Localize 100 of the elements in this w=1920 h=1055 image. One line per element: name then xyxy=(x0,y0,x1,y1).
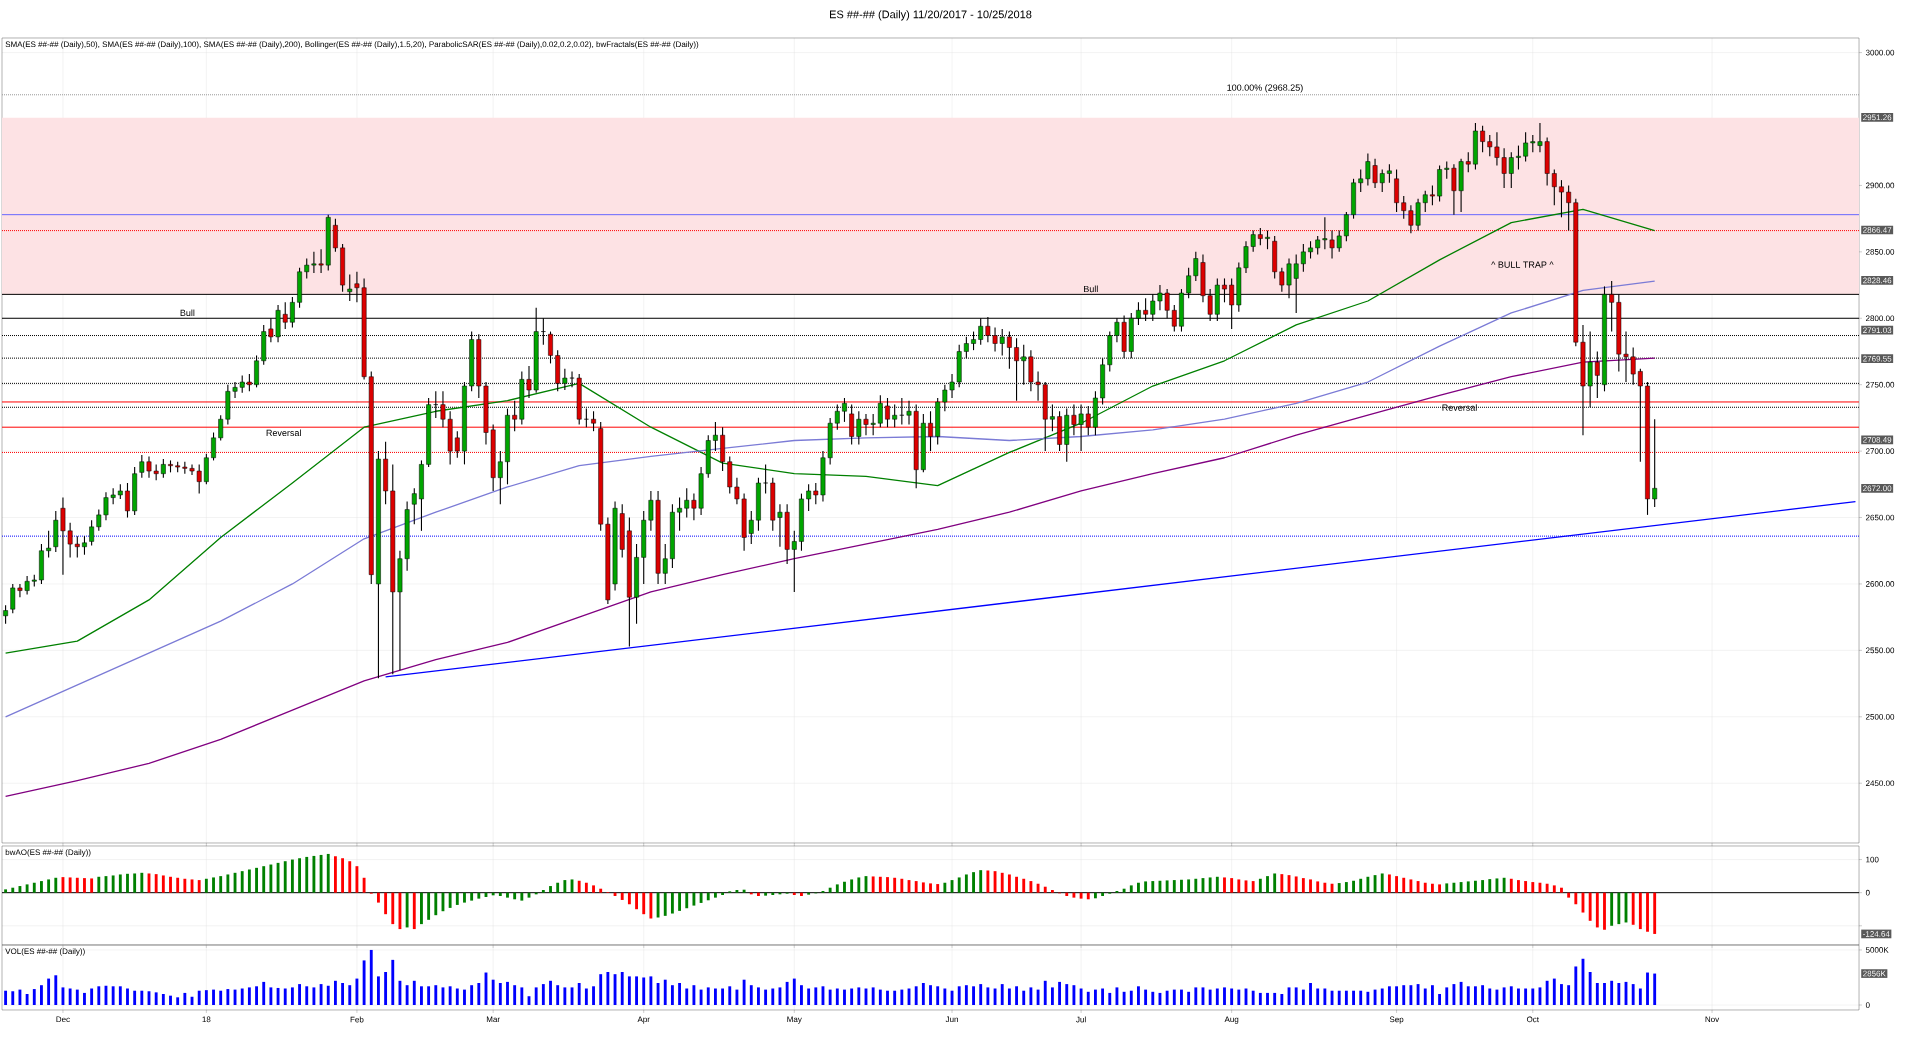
bar xyxy=(620,971,624,1006)
bar xyxy=(649,892,653,919)
bar xyxy=(1251,881,1255,893)
bar xyxy=(1273,873,1277,893)
bar xyxy=(1474,986,1477,1006)
bar xyxy=(362,877,366,893)
ref-line-label: Reversal xyxy=(1442,404,1477,411)
bar xyxy=(513,892,517,900)
chart-subtitle: SMA(ES ##-## (Daily),50), SMA(ES ##-## (Daily),100), SMA(ES ##-## (Daily),200), Bollinger(ES ##-## (Daily),1.5,20), ParabolicSAR(ES ##-## (Daily),0.02,0.2,0.02), bwFractals(ES ##-## (Daily)) xyxy=(5,41,699,49)
bar xyxy=(584,882,588,893)
bar xyxy=(1165,990,1169,1006)
bar xyxy=(964,985,968,1006)
bar xyxy=(592,885,595,893)
bar xyxy=(1416,984,1420,1006)
bar xyxy=(893,990,897,1006)
bar xyxy=(25,994,29,1006)
bar xyxy=(1509,986,1513,1006)
bar xyxy=(11,887,15,893)
bar xyxy=(1165,880,1169,893)
bar xyxy=(599,888,603,893)
bar xyxy=(642,977,646,1006)
candlestick xyxy=(218,414,224,442)
bar xyxy=(599,974,603,1006)
bar xyxy=(1588,971,1592,1006)
text: 2951.26 xyxy=(1863,114,1892,121)
candlestick xyxy=(1566,184,1572,232)
bar xyxy=(1466,986,1470,1006)
bar xyxy=(305,856,309,893)
bar xyxy=(1517,988,1520,1006)
bar xyxy=(176,877,180,893)
bar xyxy=(678,982,681,1006)
bar xyxy=(491,979,495,1006)
bar xyxy=(25,884,29,893)
bar xyxy=(498,982,502,1006)
y-tick-label: 2500.00 xyxy=(1865,713,1895,720)
bar xyxy=(972,986,975,1006)
bar xyxy=(348,861,352,893)
candlestick xyxy=(1300,243,1306,273)
bar xyxy=(477,982,481,1006)
bar xyxy=(348,985,352,1006)
bar xyxy=(283,861,287,893)
bar xyxy=(921,882,925,893)
bar xyxy=(1137,882,1140,893)
bar xyxy=(1574,966,1578,1006)
bar xyxy=(663,979,667,1006)
bar xyxy=(900,878,904,893)
bar xyxy=(40,881,43,893)
bar xyxy=(1588,892,1592,921)
bar xyxy=(83,878,86,893)
bar xyxy=(563,880,567,893)
bar xyxy=(1452,882,1456,893)
bar xyxy=(161,875,165,893)
y-tick-label: 2700.00 xyxy=(1865,448,1895,454)
bar xyxy=(1631,892,1635,925)
bar xyxy=(290,859,294,893)
bar xyxy=(979,984,983,1006)
bar xyxy=(1187,879,1191,893)
text: 2769.55 xyxy=(1863,355,1892,362)
bar xyxy=(1151,881,1155,893)
line-series xyxy=(4,208,1656,654)
bar xyxy=(835,988,839,1006)
bar xyxy=(1137,986,1140,1006)
bar xyxy=(670,985,674,1006)
bar xyxy=(1237,989,1241,1006)
bar xyxy=(929,883,932,893)
bar xyxy=(1653,973,1657,1006)
bar xyxy=(1323,988,1327,1006)
bar xyxy=(1029,881,1033,893)
candlestick xyxy=(411,487,417,525)
bar xyxy=(1359,990,1363,1006)
bar xyxy=(878,989,882,1006)
ref-line-label: Bull xyxy=(1084,285,1098,293)
bar xyxy=(1359,878,1363,893)
bar xyxy=(97,986,101,1006)
bar xyxy=(1151,991,1155,1006)
bar xyxy=(957,986,961,1006)
bar xyxy=(1316,881,1320,893)
bar xyxy=(1129,885,1133,893)
bar xyxy=(1223,987,1226,1006)
bar xyxy=(1603,982,1606,1006)
candlestick xyxy=(3,604,8,625)
bar xyxy=(90,878,94,893)
bar xyxy=(262,981,266,1006)
bar xyxy=(111,875,115,893)
bar xyxy=(1395,876,1398,893)
bar xyxy=(1036,883,1040,893)
bar xyxy=(1481,985,1485,1006)
bar xyxy=(713,892,717,898)
bar xyxy=(1545,980,1549,1006)
bar xyxy=(470,985,474,1006)
bar xyxy=(1316,988,1320,1006)
bar xyxy=(1517,880,1520,893)
bar xyxy=(1258,878,1262,893)
bar xyxy=(800,985,803,1006)
bar xyxy=(1301,989,1305,1006)
bar xyxy=(1531,882,1535,893)
y-tick-label: 5000K xyxy=(1865,947,1889,953)
bar xyxy=(921,982,925,1006)
text: -124.64 xyxy=(1863,931,1890,937)
bar xyxy=(1144,881,1148,893)
